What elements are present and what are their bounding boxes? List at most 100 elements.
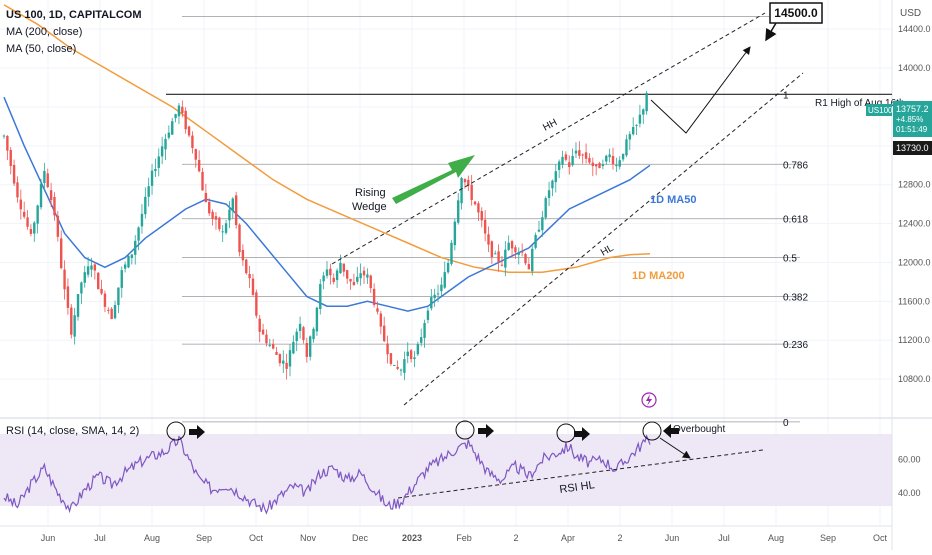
fib-level-label: 0 xyxy=(783,418,789,429)
candle-body xyxy=(285,362,288,369)
candle-body xyxy=(201,171,204,191)
candle-body xyxy=(611,155,615,165)
candle-body xyxy=(547,190,551,198)
candle-body xyxy=(197,159,201,172)
candle-body xyxy=(598,163,601,169)
rising-wedge-label-2: Wedge xyxy=(352,201,387,213)
fib-level-label: 1 xyxy=(783,90,789,101)
candle-body xyxy=(144,196,147,215)
candle-body xyxy=(420,337,423,343)
candle-body xyxy=(221,231,224,233)
candle-body xyxy=(551,180,554,189)
candle-body xyxy=(282,360,285,364)
candle-body xyxy=(134,240,137,255)
candle-body xyxy=(288,350,292,367)
candle-body xyxy=(514,247,517,253)
candle-body xyxy=(621,153,625,160)
candle-body xyxy=(26,217,29,227)
price-tick-label: 12800.0 xyxy=(898,180,931,190)
candle-body xyxy=(483,219,487,234)
candle-body xyxy=(100,288,103,294)
candle-body xyxy=(574,150,578,154)
rsi-peak-arrow-apr xyxy=(574,427,590,441)
candle-body xyxy=(382,325,386,342)
candle-body xyxy=(480,211,483,221)
candle-body xyxy=(329,268,332,276)
candle-body xyxy=(332,277,335,282)
candle-body xyxy=(278,354,282,364)
candle-body xyxy=(487,234,490,245)
price-tick-label: 14400.0 xyxy=(898,24,931,34)
time-axis: Jun Jul Aug Sep Oct Nov Dec 2023 Feb 2 Apr 2 Jun Jul A… xyxy=(41,533,888,543)
time-tick-label: Sep xyxy=(196,533,212,543)
candle-body xyxy=(554,171,557,183)
candle-body xyxy=(83,272,86,283)
candle-body xyxy=(325,269,329,276)
candle-body xyxy=(376,308,379,312)
candle-body xyxy=(507,242,510,250)
ma200-legend: MA (200, close) xyxy=(6,26,82,38)
ma50-legend: MA (50, close) xyxy=(6,43,76,55)
time-tick-label: 2 xyxy=(617,533,622,543)
candle-body xyxy=(403,359,406,373)
candle-body xyxy=(322,275,325,282)
candle-body xyxy=(440,284,443,292)
candle-body xyxy=(571,155,574,166)
rsi-peak-circle-now xyxy=(642,421,679,441)
time-tick-label: Oct xyxy=(873,533,888,543)
candle-body xyxy=(292,341,295,354)
candle-body xyxy=(241,249,245,261)
candle-body xyxy=(369,275,372,289)
projection-arrow xyxy=(650,46,751,134)
candle-body xyxy=(238,224,241,253)
candle-body xyxy=(362,270,366,276)
candle-body xyxy=(386,343,389,355)
candle-body xyxy=(413,357,416,360)
rsi-title: RSI (14, close, SMA, 14, 2) xyxy=(6,425,139,437)
candle-body xyxy=(211,211,214,219)
price-tick-label: 10800.0 xyxy=(898,374,931,384)
wedge-lower-line xyxy=(403,72,804,406)
candle-body xyxy=(187,126,191,136)
candle-body xyxy=(561,156,564,165)
candle-body xyxy=(63,269,66,290)
candle-body xyxy=(224,223,228,233)
candle-body xyxy=(591,162,595,167)
time-tick-label: Jul xyxy=(718,533,730,543)
candle-body xyxy=(49,190,53,201)
time-tick-label: Dec xyxy=(352,533,369,543)
candle-body xyxy=(315,307,319,332)
price-tick-label: 12000.0 xyxy=(898,257,931,267)
candle-body xyxy=(147,186,150,197)
lightning-icon[interactable] xyxy=(641,392,657,408)
fib-level-label: 0.236 xyxy=(783,340,808,351)
candle-body xyxy=(477,203,480,213)
hh-label: HH xyxy=(541,117,559,133)
candle-body xyxy=(46,173,49,188)
candle-body xyxy=(490,241,494,258)
price-tick-label: 11600.0 xyxy=(898,296,930,306)
rsi-tick-label: 60.00 xyxy=(898,455,921,465)
rsi-path xyxy=(3,434,651,515)
candle-body xyxy=(467,179,470,186)
price-tick-label: 14000.0 xyxy=(898,63,931,73)
target-box xyxy=(769,2,823,24)
candle-body xyxy=(615,164,618,167)
time-tick-label: Nov xyxy=(300,533,317,543)
candle-body xyxy=(86,266,90,275)
candle-body xyxy=(584,152,588,159)
rsi-peak-circle-apr xyxy=(556,423,590,443)
candle-body xyxy=(93,264,97,271)
candle-body xyxy=(531,248,534,272)
candle-body xyxy=(110,308,113,320)
candle-body xyxy=(76,294,80,317)
candle-body xyxy=(140,213,144,227)
candle-body xyxy=(578,150,581,156)
candle-body xyxy=(319,283,322,309)
candle-body xyxy=(642,109,645,115)
price-badge-change: +4.85% xyxy=(896,115,923,124)
candle-body xyxy=(29,229,33,234)
candle-body xyxy=(393,365,396,367)
time-tick-label: Aug xyxy=(768,533,784,543)
candle-body xyxy=(588,157,591,163)
